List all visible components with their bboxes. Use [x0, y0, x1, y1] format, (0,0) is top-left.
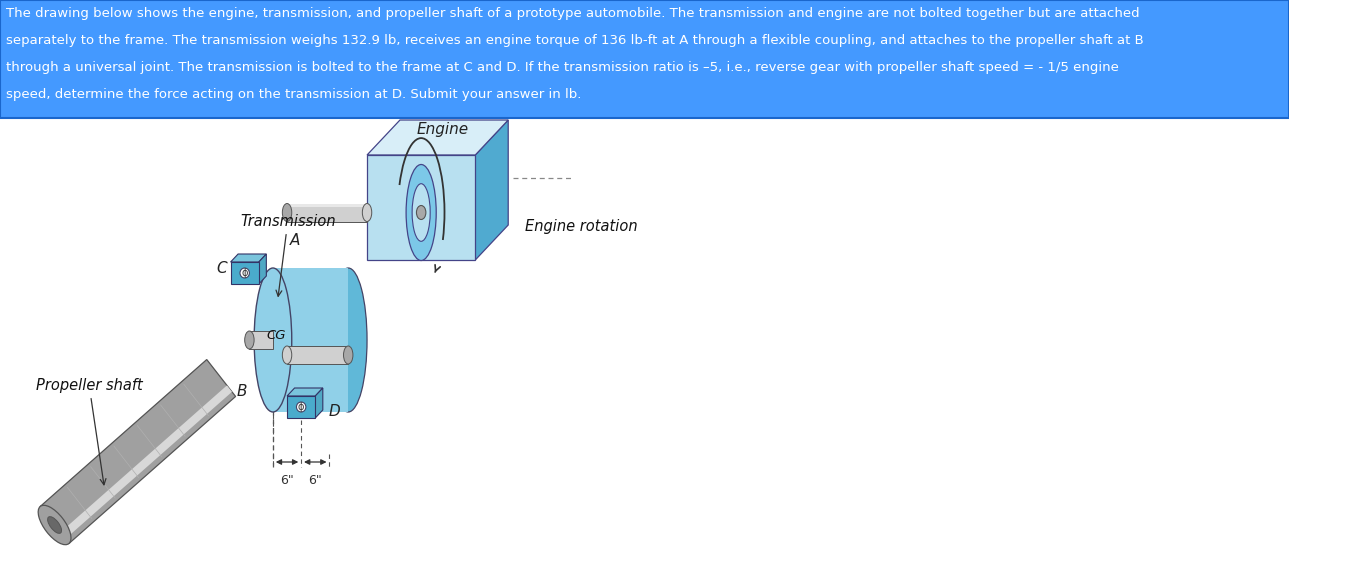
Text: Propeller shaft: Propeller shaft: [36, 378, 142, 485]
Ellipse shape: [296, 402, 306, 412]
Ellipse shape: [253, 268, 292, 412]
Polygon shape: [230, 262, 259, 284]
Text: separately to the frame. The transmission weighs 132.9 lb, receives an engine to: separately to the frame. The transmissio…: [5, 34, 1144, 47]
Polygon shape: [288, 388, 323, 396]
Ellipse shape: [362, 204, 371, 221]
Text: ϕ: ϕ: [241, 268, 248, 278]
Ellipse shape: [245, 331, 253, 349]
Text: The drawing below shows the engine, transmission, and propeller shaft of a proto: The drawing below shows the engine, tran…: [5, 7, 1140, 20]
Text: Transmission: Transmission: [240, 214, 336, 296]
Ellipse shape: [240, 268, 249, 278]
Text: CG: CG: [266, 329, 285, 342]
Ellipse shape: [329, 268, 367, 412]
Polygon shape: [367, 120, 508, 155]
Text: 6": 6": [308, 474, 322, 487]
Text: C: C: [216, 261, 227, 275]
Ellipse shape: [416, 205, 426, 220]
Polygon shape: [40, 359, 218, 521]
Polygon shape: [315, 388, 323, 418]
Polygon shape: [40, 359, 236, 544]
Polygon shape: [273, 268, 348, 412]
Ellipse shape: [48, 517, 62, 534]
Polygon shape: [60, 386, 232, 539]
Polygon shape: [475, 120, 508, 260]
Polygon shape: [230, 254, 266, 262]
Polygon shape: [288, 346, 348, 364]
Ellipse shape: [282, 204, 292, 221]
Text: D: D: [329, 404, 340, 420]
Polygon shape: [288, 396, 315, 418]
Text: through a universal joint. The transmission is bolted to the frame at C and D. I: through a universal joint. The transmiss…: [5, 61, 1118, 74]
Polygon shape: [367, 155, 475, 260]
Text: Engine rotation: Engine rotation: [525, 218, 638, 234]
Ellipse shape: [344, 346, 353, 364]
Ellipse shape: [38, 505, 71, 545]
Text: 6": 6": [281, 474, 295, 487]
Text: A: A: [289, 232, 300, 248]
Bar: [0, 0, 1289, 118]
Ellipse shape: [412, 184, 430, 241]
Text: speed, determine the force acting on the transmission at D. Submit your answer i: speed, determine the force acting on the…: [5, 88, 581, 101]
Ellipse shape: [406, 164, 436, 261]
Text: B: B: [237, 384, 248, 400]
Text: Engine: Engine: [416, 122, 469, 137]
Ellipse shape: [282, 346, 292, 364]
Polygon shape: [288, 204, 367, 207]
Polygon shape: [259, 254, 266, 284]
Text: ϕ: ϕ: [297, 402, 304, 412]
Polygon shape: [249, 331, 273, 349]
Polygon shape: [288, 204, 367, 221]
